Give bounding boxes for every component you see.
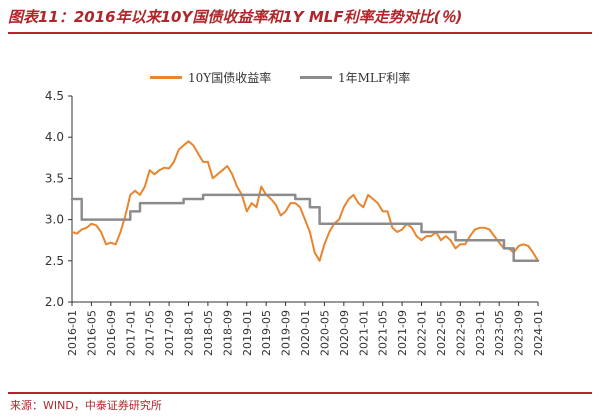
- x-tick-label: 2019-01: [241, 310, 254, 356]
- x-tick-label: 2023-09: [513, 310, 526, 356]
- x-tick-label: 2016-09: [105, 310, 118, 356]
- x-tick-label: 2018-05: [202, 310, 215, 356]
- x-tick-label: 2016-05: [85, 310, 98, 356]
- y-tick-label: 4.0: [45, 130, 64, 144]
- footer-divider: [8, 392, 592, 394]
- x-tick-label: 2017-01: [124, 310, 137, 356]
- chart-legend: 10Y国债收益率 1年MLF利率: [0, 68, 600, 86]
- legend-swatch-mlf: [300, 75, 332, 79]
- series-line-mlf: [70, 193, 540, 263]
- y-tick-label: 4.5: [45, 89, 64, 103]
- x-tick-label: 2020-01: [299, 310, 312, 356]
- x-tick-label: 2021-05: [377, 310, 390, 356]
- y-tick-label: 2.0: [45, 295, 64, 309]
- x-tick-label: 2024-01: [532, 310, 545, 356]
- legend-item-10y: 10Y国债收益率: [150, 68, 271, 86]
- x-tick-label: 2022-09: [454, 310, 467, 356]
- x-tick-label: 2023-01: [474, 310, 487, 356]
- legend-swatch-10y: [150, 75, 182, 79]
- x-tick-label: 2016-01: [66, 310, 79, 356]
- y-tick-label: 2.5: [45, 254, 64, 268]
- line-chart: 2.0 2.5 3.0 3.5 4.0 4.5 2016-01 2016-05 2016-09 2…: [45, 89, 545, 356]
- series-line-10y: [71, 140, 539, 262]
- legend-label-10y: 10Y国债收益率: [188, 70, 272, 85]
- title-divider: [8, 32, 592, 34]
- x-tick-label: 2021-01: [357, 310, 370, 356]
- x-tick-label: 2022-01: [416, 310, 429, 356]
- x-tick-label: 2019-05: [260, 310, 273, 356]
- x-tick-label: 2018-01: [183, 310, 196, 356]
- x-tick-label: 2017-09: [163, 310, 176, 356]
- y-tick-label: 3.5: [45, 171, 64, 185]
- legend-item-mlf: 1年MLF利率: [300, 68, 410, 86]
- x-tick-label: 2020-05: [318, 310, 331, 356]
- x-tick-label: 2017-05: [144, 310, 157, 356]
- x-tick-label: 2019-09: [280, 310, 293, 356]
- source-note: 来源：WIND，中泰证券研究所: [10, 399, 162, 412]
- x-tick-label: 2023-05: [493, 310, 506, 356]
- x-tick-label: 2022-05: [435, 310, 448, 356]
- y-tick-label: 3.0: [45, 213, 64, 227]
- x-tick-label: 2021-09: [396, 310, 409, 356]
- chart-title: 图表11：2016年以来10Y国债收益率和1Y MLF利率走势对比(％): [8, 8, 463, 26]
- x-tick-label: 2018-09: [221, 310, 234, 356]
- x-tick-label: 2020-09: [338, 310, 351, 356]
- legend-label-mlf: 1年MLF利率: [338, 70, 411, 85]
